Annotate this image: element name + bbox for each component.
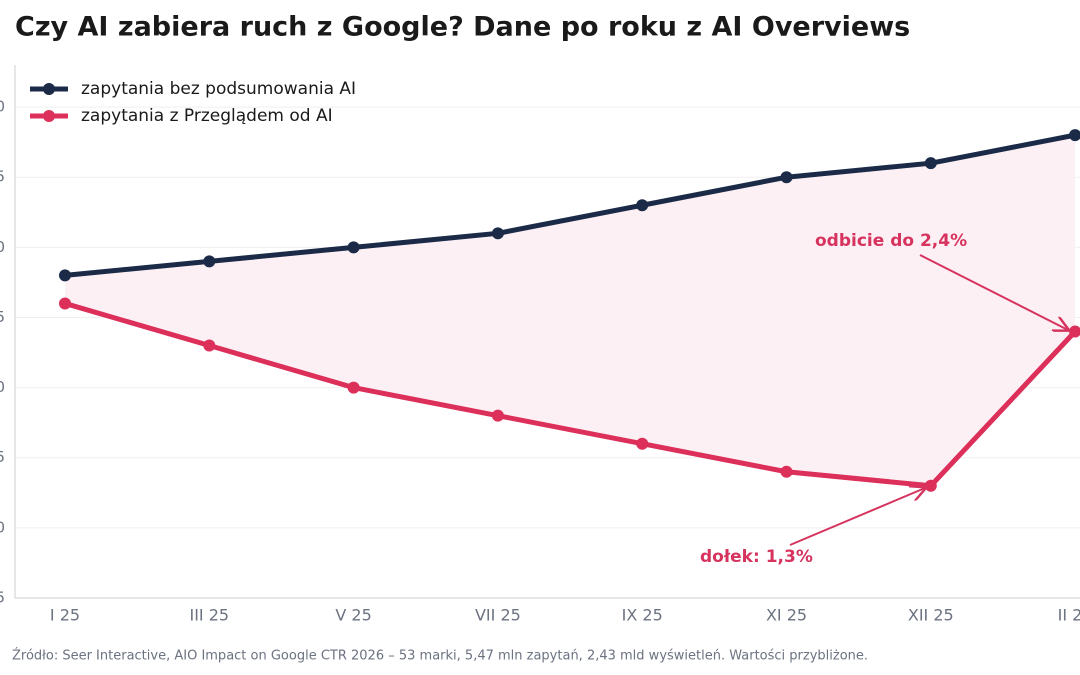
legend-marker: [43, 110, 55, 122]
x-tick-label: VII 25: [475, 606, 521, 625]
point: [491, 409, 504, 422]
point: [491, 227, 504, 240]
x-tick-label: III 25: [189, 606, 229, 625]
y-tick-label: 3,0: [0, 238, 5, 256]
y-tick-label: 3,5: [0, 168, 5, 186]
y-tick-label: 0,5: [0, 589, 5, 607]
y-tick-label: 1,5: [0, 448, 5, 466]
source: Źródło: Seer Interactive, AIO Impact on …: [12, 648, 868, 664]
point: [203, 255, 216, 268]
legend-marker: [43, 83, 55, 95]
x-tick-label: V 25: [335, 606, 371, 625]
legend-label: zapytania z Przeglądem od AI: [81, 106, 333, 126]
point: [636, 437, 649, 450]
series-line: [64, 132, 1076, 278]
annotation-arrow: [919, 254, 1068, 330]
point: [203, 339, 216, 352]
area-between: [65, 135, 1076, 486]
series-line: [64, 301, 1077, 489]
chart-title: Czy AI zabiera ruch z Google? Dane po ro…: [15, 12, 910, 43]
x-tick-label: XI 25: [766, 606, 807, 625]
x-tick-label: IX 25: [622, 606, 663, 625]
y-tick-label: 2,0: [0, 378, 5, 396]
point: [347, 381, 360, 394]
annotation: dołek: 1,3%: [700, 547, 813, 567]
x-tick-label: I 25: [50, 606, 80, 625]
y-tick-label: 4,0: [0, 98, 5, 116]
point: [924, 479, 937, 492]
point: [924, 157, 937, 170]
y-tick-label: 2,5: [0, 308, 5, 326]
annotation-arrow: [789, 488, 925, 546]
point: [780, 465, 793, 478]
point: [636, 199, 649, 212]
legend-label: zapytania bez podsumowania AI: [81, 79, 356, 99]
point: [347, 241, 360, 254]
x-tick-label: XII 25: [908, 606, 954, 625]
y-tick-label: 1,0: [0, 518, 5, 536]
point: [59, 269, 71, 282]
annotation: odbicie do 2,4%: [815, 231, 967, 251]
x-tick-label: II 26: [1058, 606, 1080, 625]
point: [780, 171, 793, 184]
point: [59, 297, 71, 310]
point: [1069, 129, 1080, 142]
point: [1069, 325, 1080, 338]
